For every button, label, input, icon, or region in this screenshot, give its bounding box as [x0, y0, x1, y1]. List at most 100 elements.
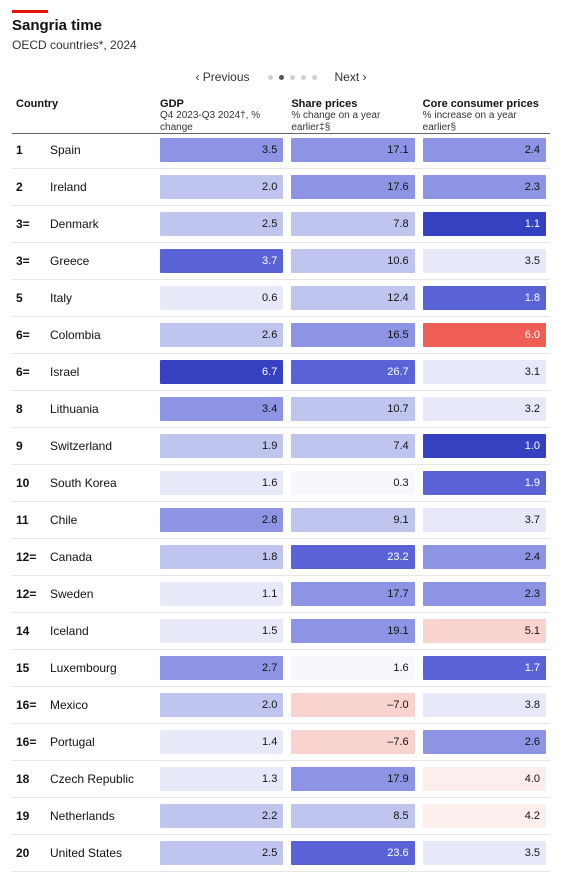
core-cell: 1.9 — [419, 465, 550, 502]
country-cell: Italy — [46, 280, 156, 317]
value-cell: 12.4 — [291, 286, 414, 310]
pager-dot[interactable] — [290, 75, 295, 80]
core-cell: 3.7 — [419, 502, 550, 539]
table-row: 16=Mexico2.0–7.03.8 — [12, 687, 550, 724]
pager: ‹ Previous Next › — [12, 70, 550, 84]
core-cell: 1.7 — [419, 650, 550, 687]
country-cell: Israel — [46, 354, 156, 391]
value-cell: 5.1 — [423, 619, 546, 643]
rank-cell: 15 — [12, 650, 46, 687]
pager-dot[interactable] — [301, 75, 306, 80]
gdp-cell: 2.5 — [156, 835, 287, 872]
value-cell: 17.7 — [291, 582, 414, 606]
table-row: 2Ireland2.017.62.3 — [12, 169, 550, 206]
value-cell: 7.4 — [291, 434, 414, 458]
value-cell: 1.9 — [160, 434, 283, 458]
pager-dot[interactable] — [268, 75, 273, 80]
rank-cell: 2 — [12, 169, 46, 206]
value-cell: 3.7 — [423, 508, 546, 532]
value-cell: 1.4 — [160, 730, 283, 754]
table-row: 12=Canada1.823.22.4 — [12, 539, 550, 576]
country-cell: Colombia — [46, 317, 156, 354]
col-country[interactable]: Country — [12, 98, 156, 134]
country-cell: Portugal — [46, 724, 156, 761]
pager-dot[interactable] — [279, 75, 284, 80]
pager-dot[interactable] — [312, 75, 317, 80]
rank-cell: 8 — [12, 391, 46, 428]
rank-cell: 6= — [12, 354, 46, 391]
col-shares[interactable]: Share prices % change on a year earlier‡… — [287, 98, 418, 134]
country-cell: Sweden — [46, 576, 156, 613]
shares-cell: 23.6 — [287, 835, 418, 872]
shares-cell: 17.9 — [287, 761, 418, 798]
table-row: 10South Korea1.60.31.9 — [12, 465, 550, 502]
table-row: 3=Greece3.710.63.5 — [12, 243, 550, 280]
country-cell: Mexico — [46, 687, 156, 724]
gdp-cell: 1.3 — [156, 761, 287, 798]
core-cell: 2.3 — [419, 576, 550, 613]
table-row: 11Chile2.89.13.7 — [12, 502, 550, 539]
table-row: 3=Denmark2.57.81.1 — [12, 206, 550, 243]
value-cell: 1.8 — [160, 545, 283, 569]
gdp-cell: 1.1 — [156, 576, 287, 613]
table-row: 20United States2.523.63.5 — [12, 835, 550, 872]
value-cell: 1.0 — [423, 434, 546, 458]
gdp-cell: 2.8 — [156, 502, 287, 539]
shares-cell: 17.7 — [287, 576, 418, 613]
country-cell: Denmark — [46, 206, 156, 243]
country-cell: Netherlands — [46, 798, 156, 835]
value-cell: 2.7 — [160, 656, 283, 680]
core-cell: 2.4 — [419, 539, 550, 576]
value-cell: 3.1 — [423, 360, 546, 384]
value-cell: 2.8 — [160, 508, 283, 532]
col-core[interactable]: Core consumer prices % increase on a yea… — [419, 98, 550, 134]
core-cell: 2.4 — [419, 134, 550, 169]
rank-cell: 20 — [12, 835, 46, 872]
accent-bar — [12, 10, 48, 13]
rank-cell: 16= — [12, 687, 46, 724]
col-gdp[interactable]: GDP Q4 2023-Q3 2024†, % change — [156, 98, 287, 134]
value-cell: 2.5 — [160, 212, 283, 236]
country-cell: Ireland — [46, 169, 156, 206]
value-cell: 8.5 — [291, 804, 414, 828]
value-cell: 1.6 — [160, 471, 283, 495]
gdp-cell: 3.4 — [156, 391, 287, 428]
gdp-cell: 1.8 — [156, 539, 287, 576]
rank-cell: 12= — [12, 576, 46, 613]
rank-cell: 3= — [12, 243, 46, 280]
value-cell: 10.6 — [291, 249, 414, 273]
value-cell: –7.0 — [291, 693, 414, 717]
shares-cell: –7.6 — [287, 724, 418, 761]
shares-cell: 19.1 — [287, 613, 418, 650]
value-cell: 1.8 — [423, 286, 546, 310]
next-button[interactable]: Next › — [335, 70, 367, 84]
value-cell: 2.6 — [160, 323, 283, 347]
core-cell: 3.5 — [419, 835, 550, 872]
value-cell: 6.0 — [423, 323, 546, 347]
col-gdp-sub: Q4 2023-Q3 2024†, % change — [160, 110, 283, 133]
gdp-cell: 2.7 — [156, 650, 287, 687]
core-cell: 1.8 — [419, 280, 550, 317]
shares-cell: 23.2 — [287, 539, 418, 576]
col-core-label: Core consumer prices — [423, 98, 539, 110]
table-row: 8Lithuania3.410.73.2 — [12, 391, 550, 428]
value-cell: 17.6 — [291, 175, 414, 199]
value-cell: 1.6 — [291, 656, 414, 680]
country-cell: Greece — [46, 243, 156, 280]
value-cell: 16.5 — [291, 323, 414, 347]
country-cell: Iceland — [46, 613, 156, 650]
value-cell: 1.1 — [423, 212, 546, 236]
prev-button[interactable]: ‹ Previous — [195, 70, 249, 84]
value-cell: 4.2 — [423, 804, 546, 828]
core-cell: 1.0 — [419, 428, 550, 465]
rank-cell: 12= — [12, 539, 46, 576]
value-cell: –7.6 — [291, 730, 414, 754]
shares-cell: –7.0 — [287, 687, 418, 724]
value-cell: 0.6 — [160, 286, 283, 310]
value-cell: 2.3 — [423, 582, 546, 606]
gdp-cell: 1.4 — [156, 724, 287, 761]
core-cell: 4.0 — [419, 761, 550, 798]
value-cell: 10.7 — [291, 397, 414, 421]
shares-cell: 7.8 — [287, 206, 418, 243]
value-cell: 1.7 — [423, 656, 546, 680]
